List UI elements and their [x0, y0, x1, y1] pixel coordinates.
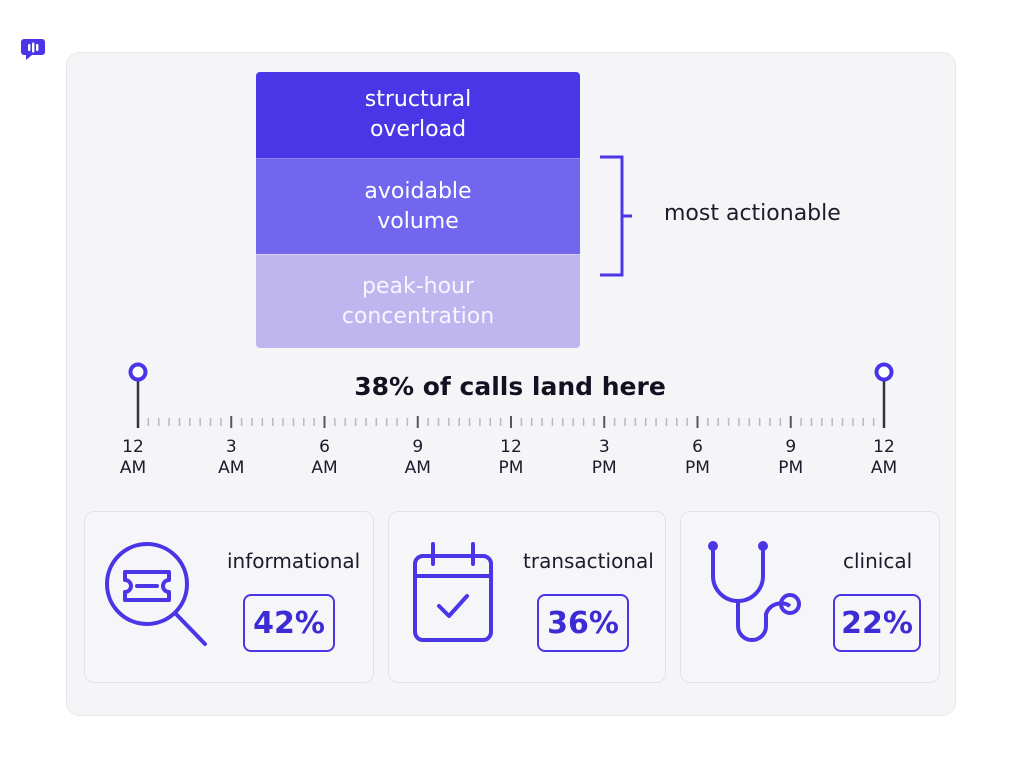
tick-hour: 9 — [785, 437, 797, 457]
tick-period: AM — [218, 458, 245, 478]
timeline-headline: 38% of calls land here — [354, 372, 666, 401]
category-label: transactional — [523, 549, 654, 573]
tick-period: AM — [119, 458, 147, 478]
category-percent-badge: 36% — [537, 594, 629, 652]
category-card-clinical: clinical 22% — [680, 511, 940, 683]
tick-hour: 3 — [598, 437, 610, 457]
tick-hour: 6 — [319, 437, 330, 457]
most-actionable-label: most actionable — [664, 201, 841, 226]
calendar-check-icon — [413, 542, 493, 642]
tick-label: 6 PM — [668, 437, 728, 479]
tick-hour: 12 — [500, 437, 522, 457]
tick-label: 3 AM — [201, 437, 261, 479]
stack-block-avoidable-volume: avoidable volume — [256, 158, 580, 254]
stack-block-structural-overload: structural overload — [256, 72, 580, 158]
tick-period: PM — [685, 458, 710, 478]
tick-label: 12 PM — [481, 437, 541, 479]
category-card-transactional: transactional 36% — [388, 511, 666, 683]
category-percent-badge: 22% — [833, 594, 921, 652]
tick-label: 9 AM — [388, 437, 448, 479]
range-end-pin-icon — [874, 362, 894, 382]
ticket-magnifier-icon — [105, 542, 207, 646]
call-driver-stack: structural overload avoidable volume pea… — [256, 72, 580, 348]
tick-period: AM — [870, 458, 898, 478]
tick-label: 9 PM — [761, 437, 821, 479]
tick-hour: 9 — [412, 437, 424, 457]
speech-bubble-logo-icon — [21, 39, 45, 60]
tick-hour: 3 — [225, 437, 237, 457]
tick-hour: 6 — [692, 437, 703, 457]
tick-period: PM — [498, 458, 524, 478]
category-card-informational: informational 42% — [84, 511, 374, 683]
tick-period: PM — [591, 458, 617, 478]
tick-label: 12 AM — [854, 437, 914, 479]
tick-label: 3 PM — [574, 437, 634, 479]
category-label: informational — [227, 549, 361, 573]
tick-period: AM — [404, 458, 431, 478]
tick-hour: 12 — [122, 437, 144, 457]
stethoscope-icon — [708, 541, 801, 642]
tick-period: AM — [311, 458, 338, 478]
timeline-axis — [128, 362, 894, 428]
category-percent-badge: 42% — [243, 594, 335, 652]
category-label: clinical — [843, 549, 913, 573]
bracket-icon — [600, 155, 632, 277]
tick-hour: 12 — [873, 437, 895, 457]
tick-label: 6 AM — [295, 437, 355, 479]
tick-period: PM — [778, 458, 804, 478]
tick-label: 12 AM — [103, 437, 163, 479]
range-start-pin-icon — [128, 362, 148, 382]
stack-block-peak-hour-concentration: peak-hour concentration — [256, 254, 580, 348]
